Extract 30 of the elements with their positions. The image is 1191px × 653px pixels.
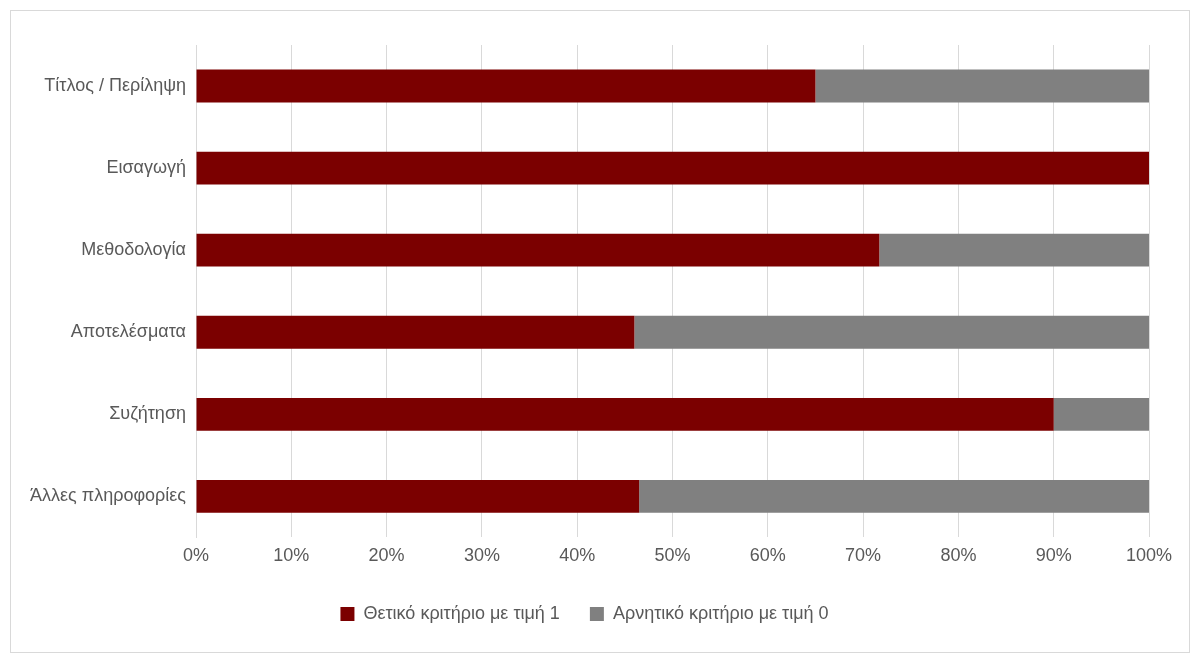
- bar: [196, 69, 816, 103]
- y-tick-label: Μεθοδολογία: [81, 239, 187, 260]
- x-tick-label: 50%: [654, 545, 691, 566]
- bar: [196, 315, 635, 349]
- bar: [879, 233, 1149, 267]
- legend-label: Αρνητικό κριτήριο με τιμή 0: [612, 602, 829, 623]
- bar: [196, 233, 880, 267]
- x-tick-label: 0%: [183, 545, 210, 566]
- x-tick-label: 30%: [463, 545, 500, 566]
- x-tick-label: 90%: [1035, 545, 1072, 566]
- bar: [639, 479, 1149, 513]
- bar: [196, 479, 640, 513]
- x-tick-label: 10%: [273, 545, 310, 566]
- bar: [1053, 397, 1149, 431]
- legend-label: Θετικό κριτήριο με τιμή 1: [363, 602, 560, 623]
- x-tick-label: 100%: [1125, 545, 1173, 566]
- x-tick-label: 20%: [368, 545, 405, 566]
- x-tick-label: 70%: [845, 545, 882, 566]
- bar: [196, 397, 1054, 431]
- bar: [196, 151, 1149, 185]
- y-tick-label: Εισαγωγή: [106, 157, 187, 178]
- y-tick-label: Τίτλος / Περίληψη: [44, 75, 187, 95]
- x-tick-label: 80%: [940, 545, 977, 566]
- x-tick-label: 40%: [559, 545, 596, 566]
- bar: [815, 69, 1149, 103]
- y-tick-label: Άλλες πληροφορίες: [30, 485, 187, 506]
- x-tick-label: 60%: [749, 545, 786, 566]
- y-tick-label: Συζήτηση: [109, 403, 187, 424]
- bar: [634, 315, 1149, 349]
- y-tick-label: Αποτελέσματα: [70, 321, 187, 342]
